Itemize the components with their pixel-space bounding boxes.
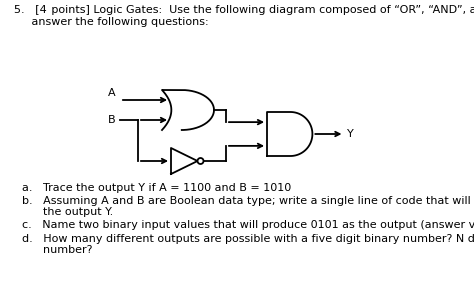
Polygon shape	[171, 148, 198, 174]
Text: the output Y.: the output Y.	[22, 207, 113, 217]
Text: number?: number?	[22, 245, 92, 255]
Text: answer the following questions:: answer the following questions:	[14, 17, 209, 27]
Text: c.   Name two binary input values that will produce 0101 as the output (answer v: c. Name two binary input values that wil…	[22, 220, 474, 230]
Text: d.   How many different outputs are possible with a five digit binary number? N : d. How many different outputs are possib…	[22, 234, 474, 244]
Text: 5.   [4  points] Logic Gates:  Use the following diagram composed of “OR”, “AND”: 5. [4 points] Logic Gates: Use the follo…	[14, 5, 474, 15]
Text: B: B	[109, 115, 116, 125]
Text: b.   Assuming A and B are Boolean data type; write a single line of code that wi: b. Assuming A and B are Boolean data typ…	[22, 196, 474, 206]
Polygon shape	[267, 112, 312, 156]
Circle shape	[198, 158, 203, 164]
Text: A: A	[109, 88, 116, 98]
Text: Y: Y	[347, 129, 354, 139]
Text: a.   Trace the output Y if A = 1100 and B = 1010: a. Trace the output Y if A = 1100 and B …	[22, 183, 291, 193]
Polygon shape	[162, 90, 214, 130]
